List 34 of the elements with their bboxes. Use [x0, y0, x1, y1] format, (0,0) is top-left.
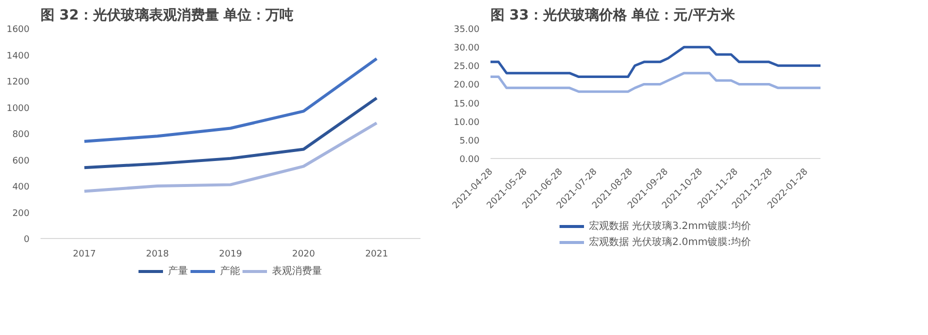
- y-tick-label: 0: [24, 235, 30, 245]
- x-tick-label: 2019: [219, 250, 242, 260]
- x-tick-label: 2021: [365, 250, 388, 260]
- y-tick-label: 10.00: [454, 118, 480, 128]
- legend-label: 产能: [220, 264, 240, 278]
- line-series: [82, 122, 378, 193]
- line-series: [82, 96, 378, 170]
- x-tick-label: 2020: [292, 250, 316, 260]
- y-tick-label: 1200: [6, 78, 30, 88]
- y-tick-label: 20.00: [454, 80, 480, 91]
- x-tick-label: 2018: [146, 250, 170, 260]
- legend-label: 产量: [168, 264, 188, 278]
- line-series: [490, 46, 820, 78]
- y-tick-label: 400: [12, 182, 30, 192]
- y-tick-label: 35.00: [454, 25, 480, 35]
- y-tick-label: 15.00: [454, 99, 480, 110]
- y-tick-label: 200: [12, 208, 30, 219]
- chart-title: 图 32：光伏玻璃表观消费量 单位：万吨: [40, 6, 294, 24]
- y-tick-label: 600: [12, 156, 30, 166]
- y-tick-label: 0.00: [459, 155, 480, 165]
- y-tick-label: 5.00: [459, 136, 480, 146]
- x-tick-label: 2017: [72, 250, 96, 260]
- legend-label: 表观消费量: [272, 264, 322, 278]
- chart-title: 图 33：光伏玻璃价格 单位：元/平方米: [490, 6, 736, 24]
- y-tick-label: 1400: [6, 51, 30, 62]
- y-tick-label: 30.00: [454, 44, 480, 54]
- line-series: [490, 72, 820, 93]
- y-tick-label: 25.00: [454, 62, 480, 72]
- line-series: [82, 57, 378, 143]
- y-tick-label: 1600: [6, 25, 30, 35]
- y-tick-label: 800: [12, 130, 30, 140]
- legend-label: 宏观数据 光伏玻璃3.2mm镀膜:均价: [589, 220, 751, 233]
- legend-label: 宏观数据 光伏玻璃2.0mm镀膜:均价: [589, 236, 751, 249]
- y-tick-label: 1000: [6, 104, 30, 114]
